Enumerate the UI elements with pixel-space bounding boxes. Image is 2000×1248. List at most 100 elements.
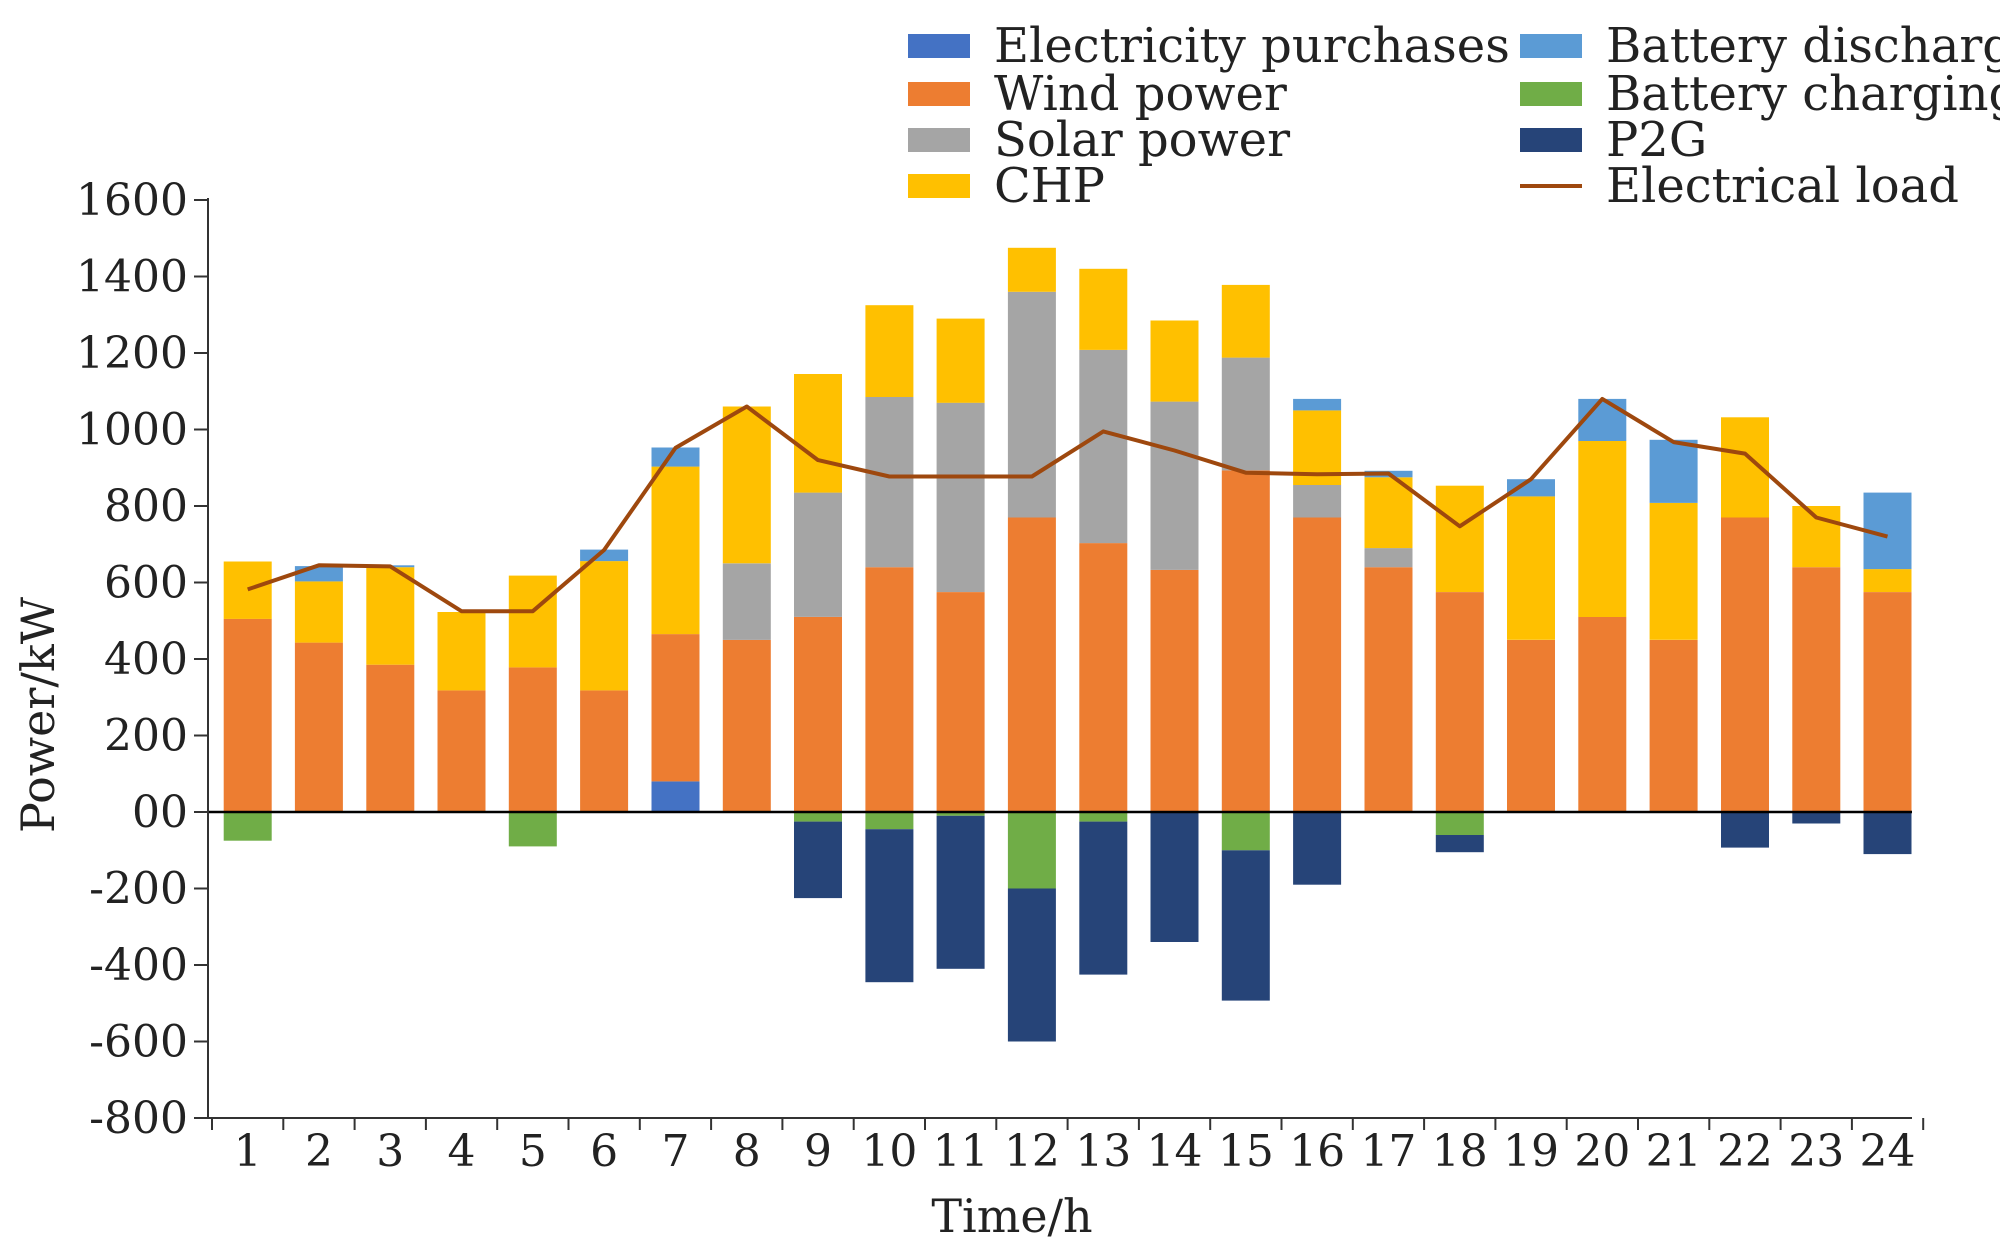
y-axis-title: Power/kW	[11, 596, 65, 833]
legend-swatch-solar-power	[908, 128, 970, 152]
bar-wind-power-5	[508, 667, 557, 812]
electrical-load-line	[247, 396, 1889, 614]
bar-wind-power-9	[794, 616, 842, 812]
bar-battery-charging-9	[794, 812, 842, 822]
y-tick-label: 1000	[76, 405, 188, 456]
bar-chp-4	[437, 612, 486, 691]
bar-chp-18	[1435, 485, 1484, 592]
bar-wind-power-10	[865, 567, 914, 812]
bar-solar-power-12	[1007, 291, 1056, 518]
bar-battery-charging-10	[865, 812, 914, 830]
bar-battery-charging-15	[1221, 812, 1270, 851]
bar-solar-power-17	[1364, 548, 1413, 568]
bar-p2g-14	[1150, 812, 1199, 942]
y-tick-label: 00	[132, 787, 188, 838]
bar-chp-2	[294, 581, 343, 643]
y-tick-label: -400	[89, 940, 188, 991]
bar-p2g-22	[1721, 812, 1769, 848]
bar-wind-power-24	[1863, 592, 1912, 812]
y-tick-label: -200	[89, 864, 188, 915]
bar-battery-discharge-2	[294, 566, 343, 582]
legend-label-electrical-load: Electrical load	[1606, 158, 1959, 214]
bar-wind-power-12	[1007, 517, 1056, 812]
x-tick-label: 18	[1432, 1126, 1488, 1177]
x-axis-title: Time/h	[931, 1189, 1092, 1243]
x-tick-label: 21	[1646, 1126, 1702, 1177]
x-tick-label: 6	[590, 1126, 618, 1177]
x-tick-label: 12	[1004, 1126, 1060, 1177]
y-tick-label: 200	[104, 711, 188, 762]
bar-wind-power-14	[1150, 569, 1199, 812]
bar-wind-power-1	[223, 618, 272, 812]
x-tick-label: 14	[1147, 1126, 1203, 1177]
x-tick-label: 23	[1788, 1126, 1844, 1177]
y-tick-label: 1200	[76, 328, 188, 379]
bar-battery-discharge-21	[1649, 439, 1698, 503]
bar-chp-17	[1364, 477, 1413, 549]
bar-p2g-23	[1792, 812, 1841, 824]
bar-p2g-24	[1863, 812, 1912, 855]
bar-chp-13	[1079, 268, 1128, 350]
y-tick-label: 1400	[76, 252, 188, 303]
legend-swatch-electricity-purchases	[908, 34, 970, 58]
bar-battery-discharge-19	[1507, 479, 1555, 497]
bar-wind-power-11	[936, 592, 985, 812]
bar-chp-10	[865, 305, 914, 397]
bar-wind-power-21	[1649, 639, 1698, 812]
x-tick-label: 22	[1717, 1126, 1773, 1177]
bar-battery-discharge-6	[580, 549, 629, 562]
bar-wind-power-8	[722, 639, 771, 812]
x-tick-label: 16	[1289, 1126, 1345, 1177]
bar-solar-power-11	[936, 402, 985, 592]
x-tick-label: 19	[1503, 1126, 1559, 1177]
bar-chp-20	[1578, 441, 1627, 617]
bar-battery-discharge-16	[1293, 398, 1342, 411]
legend-label-solar-power: Solar power	[994, 112, 1290, 168]
bar-wind-power-4	[437, 690, 486, 812]
x-tick-label: 24	[1860, 1126, 1916, 1177]
bar-chp-24	[1863, 569, 1912, 592]
bar-chp-21	[1649, 502, 1698, 640]
x-tick-label: 7	[661, 1126, 689, 1177]
bar-chp-5	[508, 575, 557, 668]
y-tick-label: 400	[104, 634, 188, 685]
bar-wind-power-18	[1435, 592, 1484, 812]
bar-wind-power-7	[651, 634, 700, 782]
bar-chp-3	[366, 567, 415, 665]
legend-label-battery-charging: Battery charging	[1606, 66, 2000, 122]
y-tick-label: -800	[89, 1093, 188, 1144]
bar-electricity-purchases-7	[651, 781, 700, 812]
x-tick-label: 1	[234, 1126, 262, 1177]
bar-p2g-12	[1007, 888, 1056, 1042]
x-tick-label: 9	[804, 1126, 832, 1177]
x-tick-label: 2	[305, 1126, 333, 1177]
bar-solar-power-9	[794, 492, 842, 617]
x-tick-label: 15	[1218, 1126, 1274, 1177]
bar-wind-power-17	[1364, 567, 1413, 812]
bar-wind-power-23	[1792, 567, 1841, 812]
x-tick-label: 17	[1360, 1126, 1416, 1177]
bar-wind-power-22	[1721, 517, 1769, 812]
x-tick-label: 8	[733, 1126, 761, 1177]
bar-wind-power-15	[1221, 470, 1270, 812]
x-tick-label: 10	[861, 1126, 917, 1177]
bar-wind-power-13	[1079, 543, 1128, 812]
legend-swatch-wind-power	[908, 82, 970, 106]
bar-chp-19	[1507, 496, 1555, 640]
bar-chp-7	[651, 466, 700, 635]
legend-label-battery-discharge: Battery discharge	[1606, 18, 2000, 74]
bar-battery-discharge-20	[1578, 398, 1627, 441]
legend-swatch-chp	[908, 174, 970, 198]
x-tick-label: 11	[933, 1126, 989, 1177]
bar-chp-6	[580, 561, 629, 691]
y-tick-label: 800	[104, 481, 188, 532]
bar-solar-power-10	[865, 397, 914, 568]
bar-wind-power-20	[1578, 616, 1627, 812]
legend-swatch-p2g	[1520, 128, 1582, 152]
legend-label-p2g: P2G	[1606, 112, 1707, 168]
bar-chp-12	[1007, 247, 1056, 292]
bar-battery-charging-12	[1007, 812, 1056, 889]
bar-chp-8	[722, 406, 771, 564]
bar-p2g-18	[1435, 835, 1484, 853]
